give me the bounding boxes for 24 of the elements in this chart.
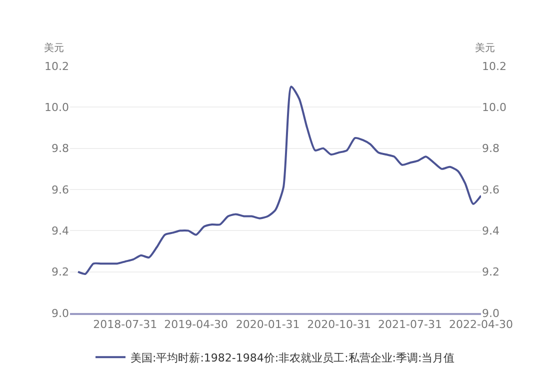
y-tick-label: 9.4 [52,224,69,238]
y-tick-label: 9.8 [52,142,69,156]
y-tick-label: 10.2 [44,60,69,73]
x-tick-label: 2020-10-31 [307,318,372,332]
y2-tick-label: 9.8 [482,142,500,156]
x-tick-label: 2019-04-30 [164,318,228,332]
x-tick-label: 2022-04-30 [449,318,513,332]
y2-tick-label: 10.0 [482,101,506,114]
legend-label: 美国:平均时薪:1982-1984价:非农就业员工:私营企业:季调:当月值 [130,351,455,364]
y-tick-label: 9.0 [52,306,69,320]
line-series [77,86,481,275]
y2-axis-title: 美元 [475,42,495,54]
x-tick-label: 2018-07-31 [93,318,158,332]
y2-tick-label: 9.2 [482,266,500,279]
x-tick-label: 2021-07-31 [378,318,442,332]
y-tick-label: 9.6 [52,183,69,196]
y2-tick-label: 9.6 [482,183,500,196]
y-axis-title: 美元 [44,42,64,54]
y2-tick-label: 9.0 [482,306,500,320]
x-tick-label: 2020-01-31 [236,318,300,332]
y2-tick-label: 9.4 [482,224,500,238]
y-tick-label: 9.2 [52,266,69,279]
y2-tick-label: 10.2 [482,60,506,73]
y-tick-label: 10.0 [44,101,69,114]
